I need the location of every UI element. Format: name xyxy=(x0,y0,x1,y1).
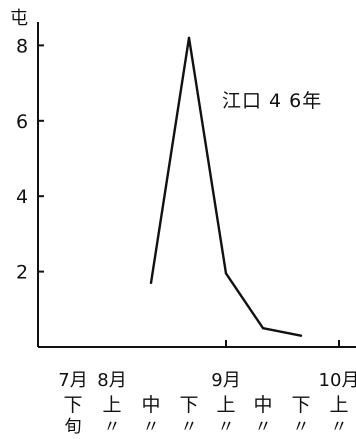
y-axis-unit-label: 屯 xyxy=(10,8,28,29)
data-point-3 xyxy=(261,326,265,330)
x-label-suffix-2: 〃 xyxy=(143,417,160,437)
x-label-suffix-3: 〃 xyxy=(181,417,198,437)
data-point-2 xyxy=(224,272,228,275)
y-tick-label-6: 6 xyxy=(16,111,28,133)
x-label-dekad-5: 中 xyxy=(253,394,272,416)
x-label-suffix-0: 旬 xyxy=(65,417,82,437)
x-label-dekad-7: 上 xyxy=(329,394,348,416)
x-label-dekad-1: 上 xyxy=(102,394,121,416)
x-label-suffix-6: 〃 xyxy=(293,417,310,437)
data-point-4 xyxy=(299,334,303,337)
x-label-suffix-1: 〃 xyxy=(104,417,121,437)
y-tick-label-8: 8 xyxy=(16,35,28,57)
y-tick-label-4: 4 xyxy=(16,186,28,208)
x-label-dekad-2: 中 xyxy=(141,394,160,416)
x-label-dekad-4: 上 xyxy=(216,394,235,416)
y-tick-label-2: 2 xyxy=(16,262,28,284)
chart-annotation: 江口 4 6年 xyxy=(222,90,323,112)
x-label-month-0: 7月 xyxy=(58,370,87,391)
x-label-suffix-4: 〃 xyxy=(218,417,235,437)
x-label-month-1: 8月 xyxy=(97,370,126,391)
data-point-1 xyxy=(187,36,191,40)
x-label-dekad-0: 下 xyxy=(63,394,82,416)
x-label-dekad-6: 下 xyxy=(291,394,310,416)
x-label-dekad-3: 下 xyxy=(179,394,198,416)
series-line xyxy=(149,37,302,337)
x-label-suffix-5: 〃 xyxy=(255,417,272,437)
x-label-month-7: 10月 xyxy=(319,370,356,391)
x-label-suffix-7: 〃 xyxy=(331,417,348,437)
data-point-0 xyxy=(149,281,153,285)
x-label-month-4: 9月 xyxy=(211,370,240,391)
